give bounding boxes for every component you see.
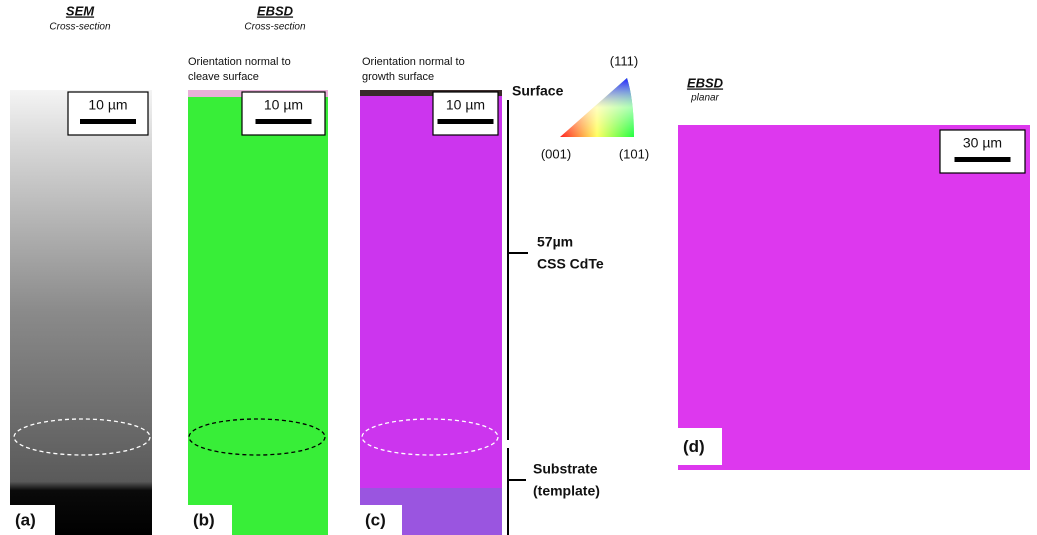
panel-label: (a) [15, 510, 36, 529]
panel-label: (d) [683, 437, 705, 456]
panel-label: (c) [365, 510, 386, 529]
annotation: Substrate [533, 461, 598, 477]
header-subtitle: Cross-section [244, 22, 306, 33]
panel-caption: cleave surface [188, 71, 259, 83]
ebsd-image [360, 90, 502, 535]
scale-bar-label: 30 µm [963, 135, 1002, 151]
ipf-label: (101) [619, 146, 649, 161]
header-title: EBSD [257, 3, 294, 18]
header-title: EBSD [687, 75, 724, 90]
ipf-label: (001) [541, 146, 571, 161]
scale-bar [955, 157, 1011, 162]
scale-bar-label: 10 µm [446, 97, 485, 113]
scale-bar-label: 10 µm [264, 97, 303, 113]
annotation: Surface [512, 83, 564, 99]
scale-bar [256, 119, 312, 124]
annotation: 57µm [537, 234, 573, 250]
scale-bar [438, 119, 494, 124]
panel-caption: Orientation normal to [188, 56, 291, 68]
annotation: (template) [533, 483, 600, 499]
ebsd-image [678, 125, 1030, 470]
scale-bar-label: 10 µm [88, 97, 127, 113]
ipf-triangle-overlay [560, 78, 634, 137]
annotation: CSS CdTe [537, 256, 604, 272]
header-subtitle: Cross-section [49, 22, 111, 33]
panel-label: (b) [193, 510, 215, 529]
scale-bar [80, 119, 136, 124]
header-subtitle: planar [690, 93, 719, 104]
figure: SEM Cross-section EBSD Cross-section EBS… [0, 0, 1037, 535]
ebsd-image [188, 90, 328, 535]
panel-caption: Orientation normal to [362, 56, 465, 68]
header-title: SEM [66, 3, 95, 18]
ipf-label: (111) [610, 53, 638, 68]
sem-image [10, 90, 152, 535]
panel-caption: growth surface [362, 71, 434, 83]
